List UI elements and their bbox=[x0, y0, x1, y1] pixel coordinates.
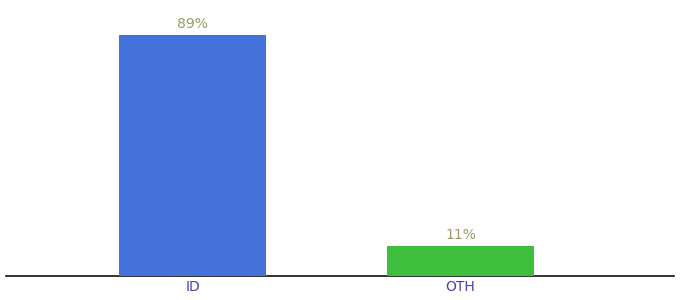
Text: 11%: 11% bbox=[445, 228, 476, 242]
Bar bbox=[119, 35, 267, 276]
Text: 89%: 89% bbox=[177, 17, 208, 31]
Bar bbox=[387, 246, 534, 276]
